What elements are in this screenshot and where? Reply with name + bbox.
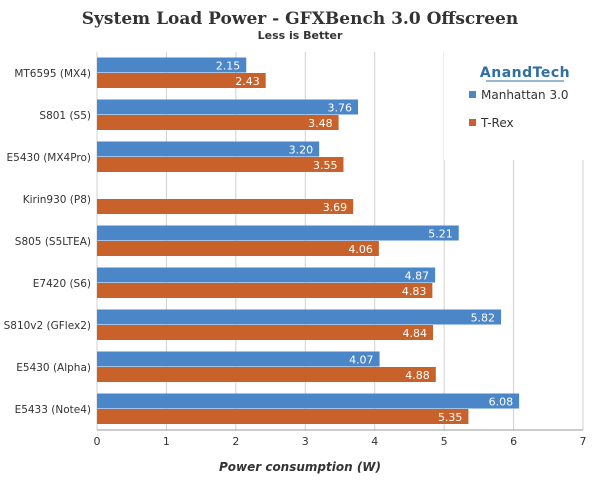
x-tick-label: 6 bbox=[510, 435, 517, 448]
category-labels: MT6595 (MX4) S801 (S5) E5430 (MX4Pro) Kirin… bbox=[4, 68, 91, 416]
x-tick-label: 0 bbox=[94, 435, 101, 448]
data-label: 4.88 bbox=[405, 369, 430, 382]
x-axis-ticks: 0 1 2 3 4 5 6 7 bbox=[94, 435, 587, 448]
category-label: E5430 (Alpha) bbox=[16, 362, 91, 374]
bar-manhattan bbox=[97, 309, 502, 325]
legend-swatch-manhattan bbox=[469, 91, 476, 98]
bar-trex bbox=[97, 199, 354, 214]
bar-manhattan bbox=[97, 99, 359, 115]
bar-manhattan bbox=[97, 351, 380, 367]
bars: 2.15 2.43 3.76 3.48 3.20 3.55 3.69 5.21 4.06 4.87… bbox=[97, 57, 520, 424]
x-tick-label: 7 bbox=[580, 435, 587, 448]
bar-manhattan bbox=[97, 267, 436, 283]
category-label: MT6595 (MX4) bbox=[14, 68, 91, 80]
bar-manhattan bbox=[97, 57, 247, 73]
chart-title: System Load Power - GFXBench 3.0 Offscre… bbox=[82, 9, 518, 29]
data-label: 3.69 bbox=[323, 201, 348, 214]
data-label: 3.76 bbox=[328, 101, 353, 114]
anandtech-logo: AnandTech bbox=[480, 65, 570, 82]
data-label: 2.43 bbox=[235, 75, 260, 88]
bar-trex bbox=[97, 283, 433, 298]
bar-manhattan bbox=[97, 393, 520, 409]
category-label: E7420 (S6) bbox=[33, 278, 91, 290]
logo-text: AnandTech bbox=[480, 65, 570, 81]
data-label: 5.21 bbox=[428, 227, 453, 240]
data-label: 3.20 bbox=[289, 143, 314, 156]
chart-subtitle: Less is Better bbox=[258, 29, 343, 42]
x-tick-label: 4 bbox=[371, 435, 378, 448]
legend-background bbox=[444, 52, 584, 160]
bar-manhattan bbox=[97, 141, 320, 157]
bar-trex bbox=[97, 241, 379, 256]
data-label: 3.55 bbox=[313, 159, 338, 172]
bar-trex bbox=[97, 409, 469, 424]
x-tick-label: 3 bbox=[302, 435, 309, 448]
data-label: 5.82 bbox=[471, 311, 496, 324]
x-tick-label: 1 bbox=[163, 435, 170, 448]
x-axis-label: Power consumption (W) bbox=[219, 460, 381, 474]
bar-trex bbox=[97, 367, 436, 382]
data-label: 4.87 bbox=[405, 269, 430, 282]
bar-trex bbox=[97, 325, 434, 340]
data-label: 4.07 bbox=[349, 353, 374, 366]
bar-trex bbox=[97, 73, 266, 88]
bar-trex bbox=[97, 157, 344, 172]
x-tick-label: 5 bbox=[441, 435, 448, 448]
data-label: 4.83 bbox=[402, 285, 427, 298]
legend: Manhattan 3.0 T-Rex bbox=[469, 88, 569, 130]
category-label: E5430 (MX4Pro) bbox=[7, 152, 91, 164]
legend-swatch-trex bbox=[469, 119, 476, 126]
data-label: 3.48 bbox=[308, 117, 333, 130]
category-label: S801 (S5) bbox=[39, 110, 91, 122]
x-tick-label: 2 bbox=[232, 435, 239, 448]
category-label: Kirin930 (P8) bbox=[23, 194, 91, 206]
data-label: 2.15 bbox=[216, 59, 241, 72]
bar-trex bbox=[97, 115, 339, 130]
data-label: 4.84 bbox=[403, 327, 428, 340]
data-label: 6.08 bbox=[489, 395, 514, 408]
category-label: S810v2 (GFlex2) bbox=[4, 320, 91, 332]
legend-label-manhattan: Manhattan 3.0 bbox=[481, 88, 569, 102]
data-label: 4.06 bbox=[348, 243, 373, 256]
category-label: E5433 (Note4) bbox=[15, 404, 91, 416]
legend-label-trex: T-Rex bbox=[480, 116, 514, 130]
data-label: 5.35 bbox=[438, 411, 463, 424]
bar-manhattan bbox=[97, 225, 459, 241]
category-label: S805 (S5LTEA) bbox=[15, 236, 91, 248]
